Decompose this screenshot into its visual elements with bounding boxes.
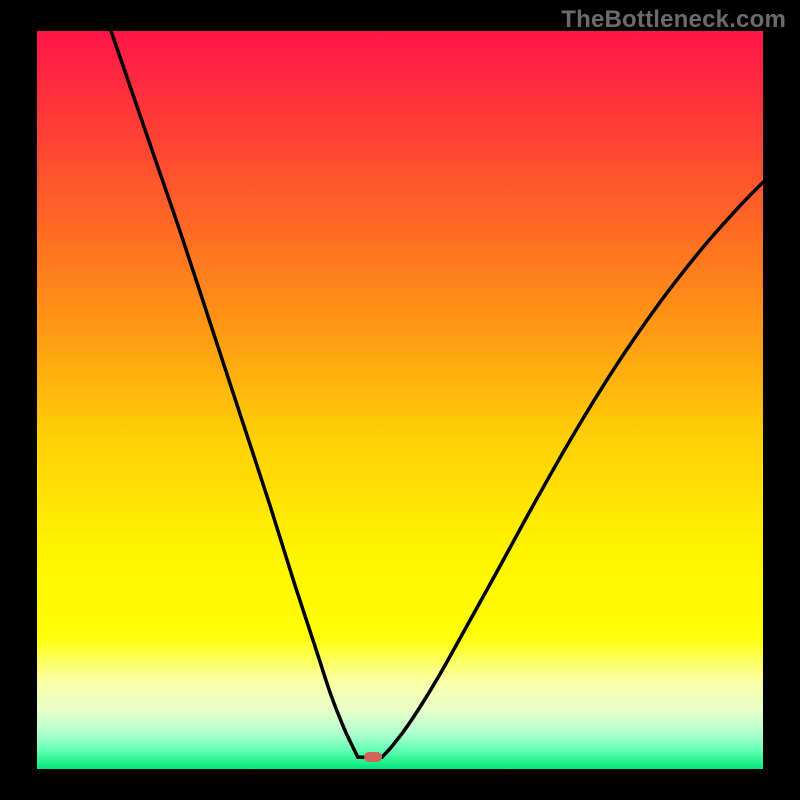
watermark-text: TheBottleneck.com: [561, 6, 786, 34]
curve-left: [111, 31, 358, 757]
minimum-marker: [364, 752, 382, 762]
curve-right: [382, 182, 763, 757]
bottleneck-curve-svg: [0, 0, 800, 800]
chart-frame: TheBottleneck.com: [0, 0, 800, 800]
